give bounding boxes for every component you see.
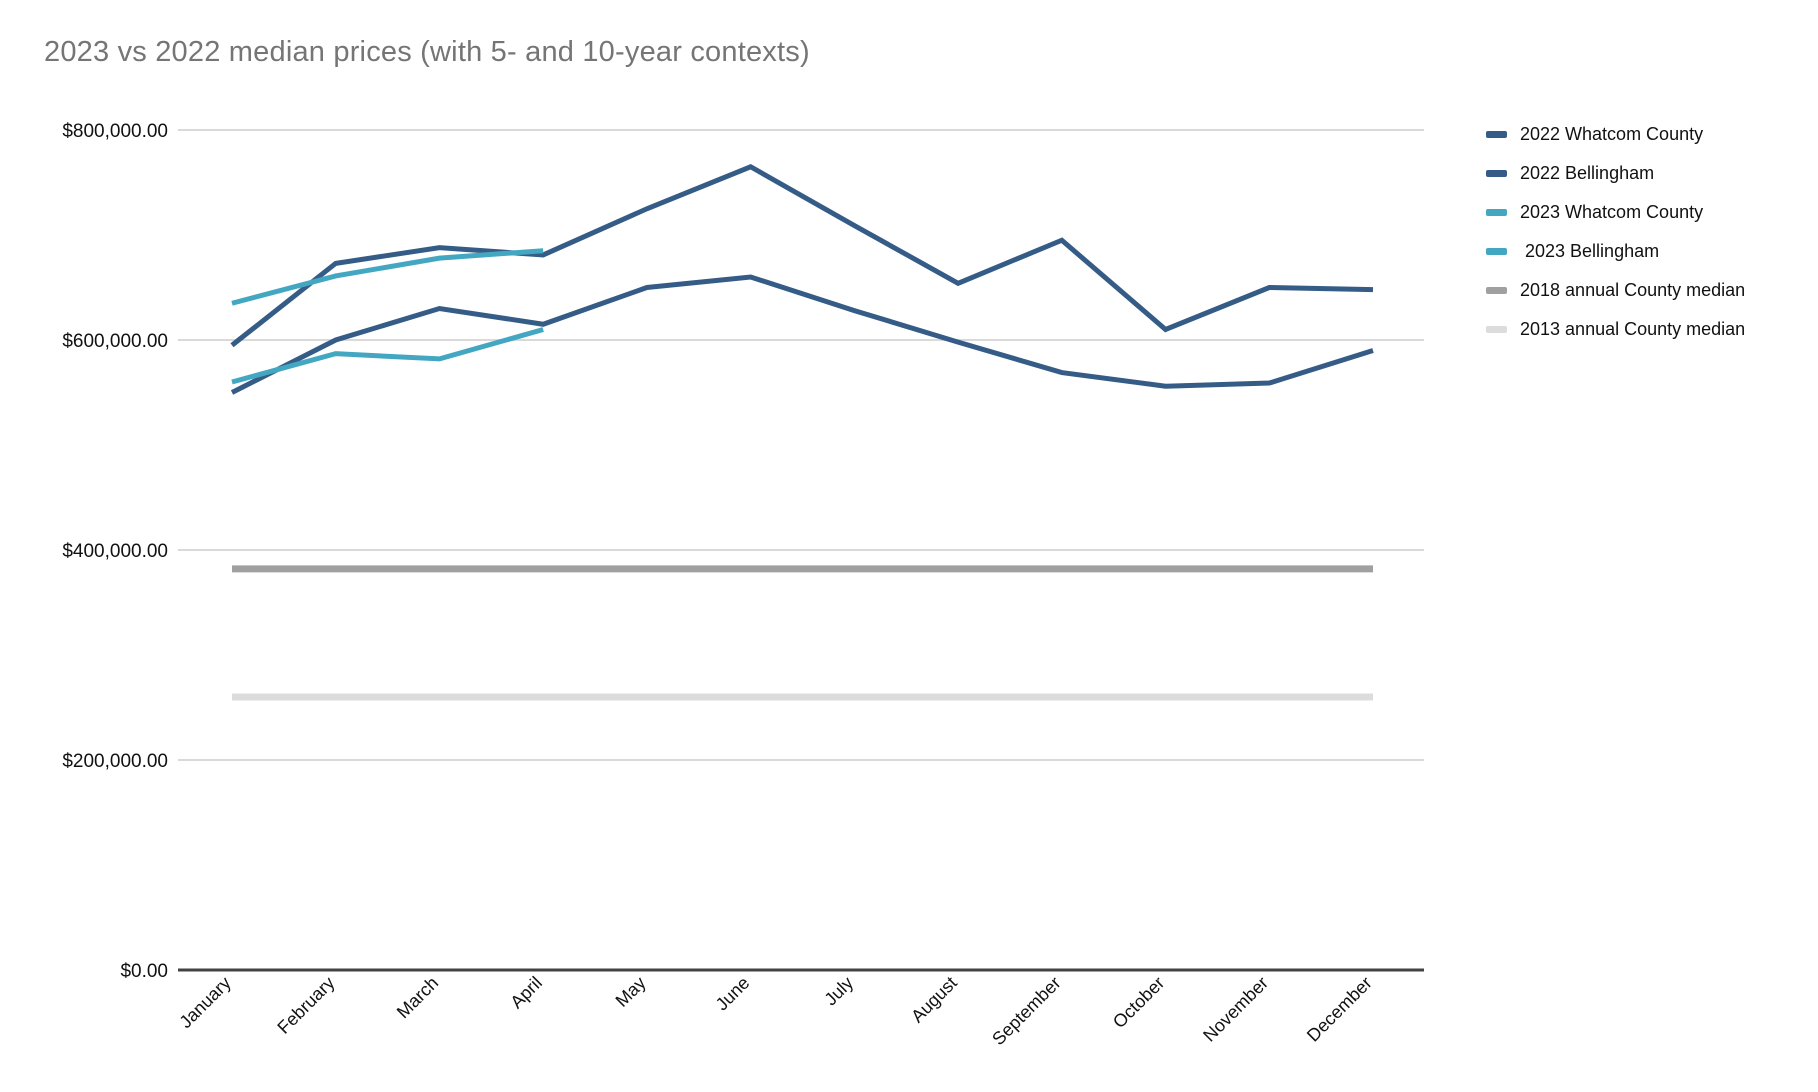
series-line-2022-whatcom-county: [230, 274, 1374, 395]
legend-label: 2023 Whatcom County: [1520, 201, 1704, 222]
y-axis-label: $800,000.00: [62, 121, 168, 142]
series-line-2023-whatcom-county: [231, 327, 544, 385]
x-axis-label: October: [1109, 973, 1168, 1032]
y-axis-label: $200,000.00: [62, 751, 168, 772]
legend-item-2023-bellingham: 2023 Bellingham: [1486, 240, 1745, 261]
x-axis-label: April: [506, 973, 546, 1013]
y-axis-label: $600,000.00: [62, 331, 168, 352]
legend-color-swatch: [1486, 130, 1507, 138]
x-axis-label: September: [988, 973, 1064, 1049]
legend-label: 2022 Bellingham: [1520, 162, 1655, 183]
y-axis-label: $400,000.00: [62, 541, 168, 562]
x-axis-label: July: [820, 973, 857, 1010]
legend-label: 2013 annual County median: [1520, 318, 1746, 339]
x-axis-label: May: [612, 973, 650, 1011]
x-axis-label: March: [393, 973, 443, 1023]
legend-label: 2022 Whatcom County: [1520, 123, 1704, 144]
legend-item-2022-whatcom-county: 2022 Whatcom County: [1486, 123, 1745, 144]
chart-legend: 2022 Whatcom County 2022 Bellingham 2023 W…: [1486, 123, 1746, 359]
legend-item-2018-annual-county-median: 2018 annual County median: [1486, 279, 1746, 300]
legend-color-swatch: [1486, 169, 1507, 177]
x-axis-label: February: [273, 973, 338, 1038]
x-axis-label: December: [1303, 973, 1376, 1046]
legend-label: 2023 Bellingham: [1520, 240, 1660, 261]
legend-color-swatch: [1486, 247, 1507, 255]
legend-label: 2018 annual County median: [1520, 279, 1746, 300]
series-line-2022-bellingham: [230, 163, 1374, 348]
x-axis-label: January: [175, 973, 234, 1032]
legend-item-2023-whatcom-county: 2023 Whatcom County: [1486, 201, 1745, 222]
legend-color-swatch: [1486, 286, 1507, 294]
series-line-2023-bellingham: [231, 248, 544, 306]
x-axis-label: August: [907, 973, 961, 1027]
y-axis-label: $0.00: [120, 961, 168, 982]
legend-color-swatch: [1486, 208, 1507, 216]
x-axis-label: November: [1199, 973, 1272, 1046]
x-axis-label: June: [712, 973, 754, 1015]
legend-item-2013-annual-county-median: 2013 annual County median: [1486, 318, 1746, 339]
legend-item-2022-bellingham: 2022 Bellingham: [1486, 162, 1745, 183]
chart-title: 2023 vs 2022 median prices (with 5- and …: [44, 36, 810, 68]
legend-color-swatch: [1486, 325, 1507, 333]
